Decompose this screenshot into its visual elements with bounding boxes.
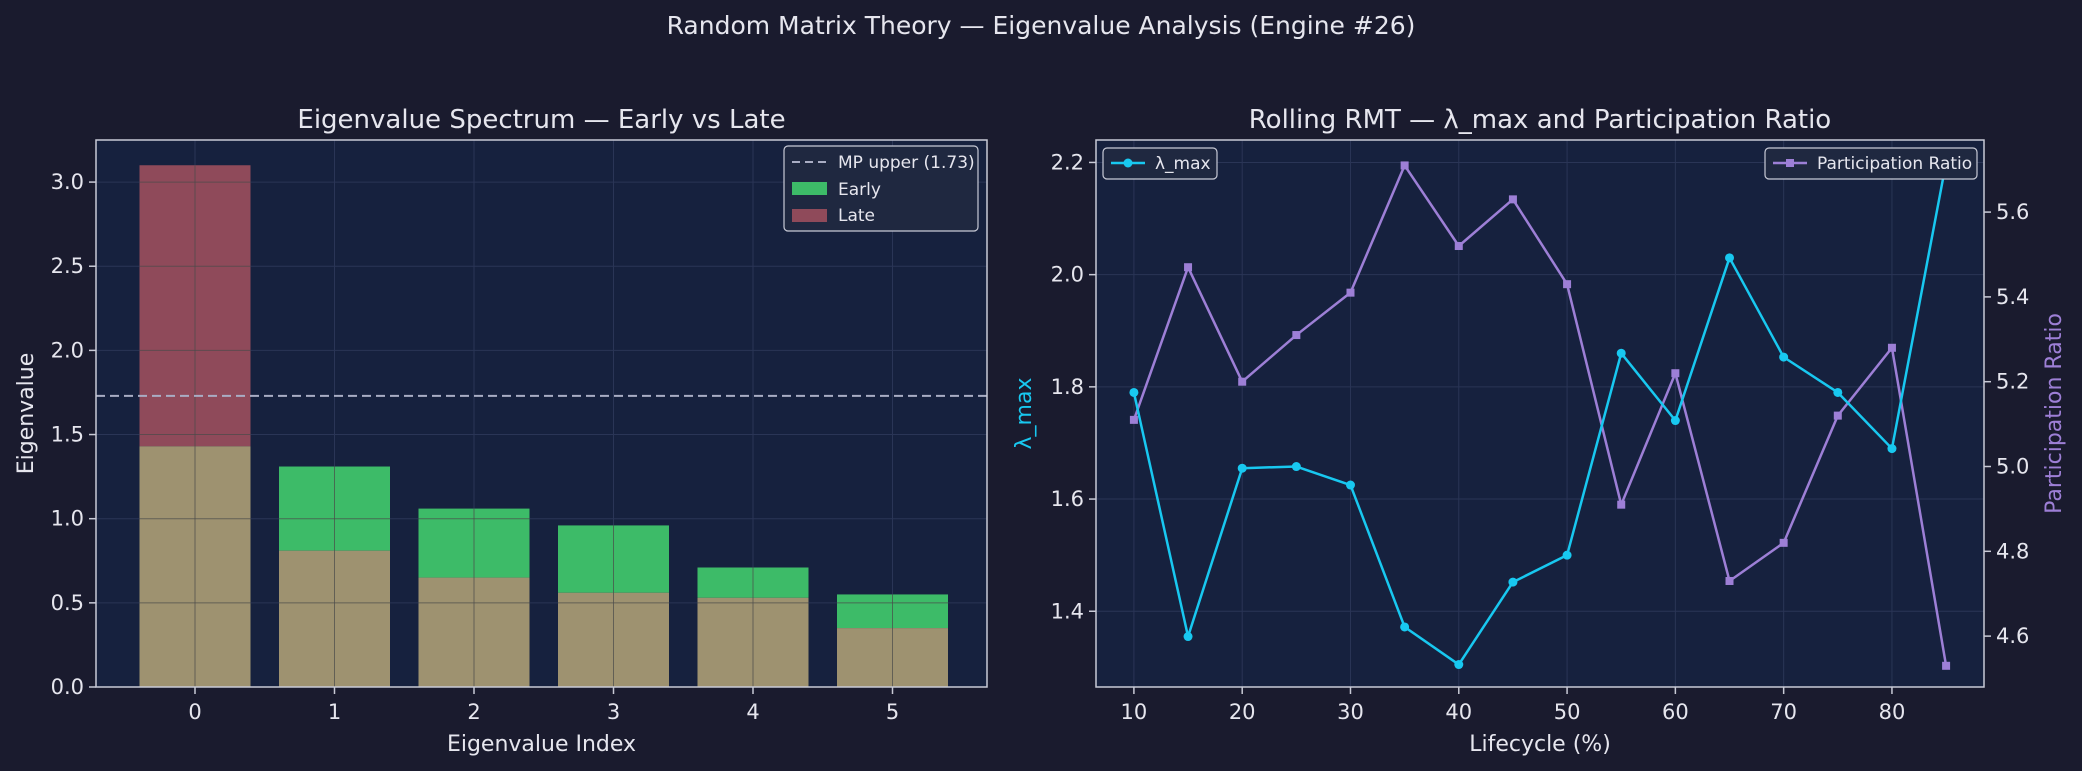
legend-label-mp-upper: MP upper (1.73) <box>838 153 975 173</box>
x-tick-label: 80 <box>1879 700 1906 724</box>
plot-area <box>1096 140 1984 687</box>
legend-swatch-late <box>792 209 827 222</box>
lambda-max-point <box>1454 660 1464 670</box>
legend: MP upper (1.73) Early Late <box>783 145 979 232</box>
x-tick-label: 0 <box>188 700 201 724</box>
participation-ratio-point <box>1833 411 1842 420</box>
x-axis-label: Lifecycle (%) <box>1469 732 1611 757</box>
lambda-max-point <box>1508 577 1518 587</box>
legend-participation-ratio: Participation Ratio <box>1764 147 1978 180</box>
y-tick-label: 0.5 <box>51 591 84 615</box>
right-y-axis-label: Participation Ratio <box>2042 313 2067 514</box>
y-tick-label: 3.0 <box>51 170 84 194</box>
right-y-tick-label: 5.6 <box>1996 200 2029 224</box>
right-y-tick-label: 5.0 <box>1996 455 2029 479</box>
x-tick-label: 2 <box>467 700 480 724</box>
lambda-max-point <box>1616 348 1626 358</box>
right-y-tick-label: 5.2 <box>1996 370 2029 394</box>
chart-title: Rolling RMT — λ_max and Participation Ra… <box>1249 105 1831 135</box>
legend-label-early: Early <box>838 180 881 200</box>
left-y-tick-label: 2.2 <box>1051 150 1084 174</box>
lambda-max-point <box>1725 253 1735 263</box>
x-tick-label: 40 <box>1445 700 1472 724</box>
lambda-max-point <box>1562 550 1572 560</box>
legend-marker-participation-ratio <box>1786 159 1794 167</box>
legend-lambda-max: λ_max <box>1102 147 1218 180</box>
x-tick-label: 5 <box>886 700 899 724</box>
participation-ratio-point <box>1454 242 1463 251</box>
x-tick-label: 70 <box>1770 700 1797 724</box>
left-y-axis-label: λ_max <box>1012 378 1037 450</box>
participation-ratio-point <box>1400 161 1409 170</box>
participation-ratio-point <box>1617 500 1626 509</box>
left-y-tick-label: 2.0 <box>1051 263 1084 287</box>
participation-ratio-point <box>1671 369 1680 378</box>
lambda-max-point <box>1345 480 1355 490</box>
chart-title: Eigenvalue Spectrum — Early vs Late <box>297 105 785 135</box>
right-y-tick-label: 4.6 <box>1996 624 2029 648</box>
axes-frame <box>1095 139 1985 688</box>
x-tick-label: 1 <box>328 700 341 724</box>
lambda-max-line <box>1132 162 1948 666</box>
x-axis-label: Eigenvalue Index <box>447 732 636 757</box>
y-tick-label: 2.5 <box>51 254 84 278</box>
participation-ratio-point <box>1346 288 1355 297</box>
left-y-tick-label: 1.8 <box>1051 375 1084 399</box>
x-tick-label: 4 <box>746 700 759 724</box>
rolling-rmt-chart: 10 20 30 40 50 60 70 80 1.4 1.6 1.8 2.0 2.2 4.6 4.8 5.0… <box>1012 105 2067 757</box>
left-y-tick-label: 1.6 <box>1051 487 1084 511</box>
x-tick-label: 30 <box>1337 700 1364 724</box>
participation-ratio-point <box>1779 538 1788 547</box>
right-y-tick-label: 4.8 <box>1996 539 2029 563</box>
participation-ratio-point <box>1129 415 1138 424</box>
lambda-max-point <box>1237 463 1247 473</box>
participation-ratio-point <box>1563 280 1572 289</box>
participation-ratio-point <box>1508 195 1517 204</box>
x-tick-label: 60 <box>1662 700 1689 724</box>
lambda-max-point <box>1887 444 1897 454</box>
participation-ratio-point <box>1292 331 1301 340</box>
lambda-max-point <box>1833 387 1843 397</box>
legend-box <box>783 145 979 232</box>
lambda-max-point <box>1183 632 1193 642</box>
lambda-max-point <box>1400 622 1410 632</box>
participation-ratio-line <box>1132 164 1948 667</box>
left-y-tick-label: 1.4 <box>1051 599 1084 623</box>
legend-swatch-early <box>792 182 827 195</box>
participation-ratio-point <box>1184 263 1193 272</box>
participation-ratio-point <box>1942 661 1951 670</box>
legend-label-participation-ratio: Participation Ratio <box>1817 154 1972 174</box>
legend-marker-lambda-max <box>1123 158 1133 168</box>
y-tick-label: 1.5 <box>51 423 84 447</box>
lambda-max-point <box>1670 416 1680 426</box>
participation-ratio-point <box>1887 343 1896 352</box>
lambda-max-point <box>1129 387 1139 397</box>
eigenvalue-spectrum-chart: 0.0 0.5 1.0 1.5 2.0 2.5 3.0 0 1 2 3 4 5 Eigenvalue Sp… <box>14 105 988 757</box>
legend-label-late: Late <box>838 206 875 226</box>
figure-title: Random Matrix Theory — Eigenvalue Analys… <box>667 11 1416 40</box>
right-y-tick-label: 5.4 <box>1996 285 2029 309</box>
lambda-max-point <box>1779 352 1789 362</box>
x-tick-label: 10 <box>1121 700 1148 724</box>
y-axis-label: Eigenvalue <box>14 353 39 475</box>
y-tick-label: 2.0 <box>51 338 84 362</box>
y-tick-label: 0.0 <box>51 675 84 699</box>
y-tick-label: 1.0 <box>51 507 84 531</box>
legend-box <box>1102 147 1218 180</box>
legend-label-lambda-max: λ_max <box>1155 154 1211 174</box>
x-tick-label: 50 <box>1554 700 1581 724</box>
legend-box <box>1764 147 1978 180</box>
axes-frame <box>95 139 988 688</box>
participation-ratio-point <box>1238 377 1247 386</box>
x-tick-label: 20 <box>1229 700 1256 724</box>
lambda-max-point <box>1291 462 1301 472</box>
participation-ratio-point <box>1725 576 1734 585</box>
x-tick-label: 3 <box>607 700 620 724</box>
